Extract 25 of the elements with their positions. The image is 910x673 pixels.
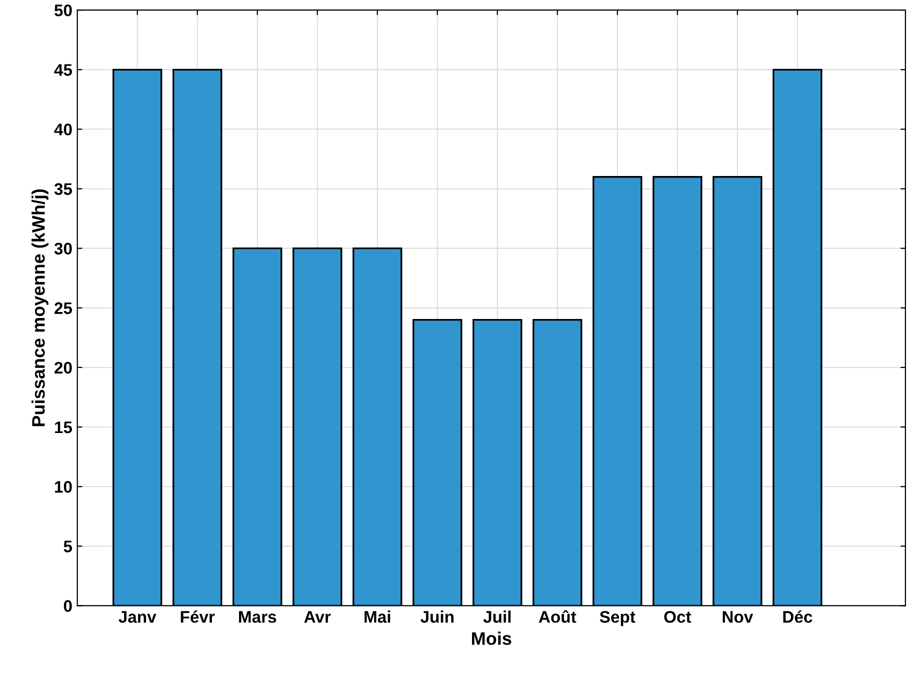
y-tick-label: 0 [64,600,72,612]
x-tick-label: Oct [664,611,692,623]
y-tick-label: 10 [55,480,72,493]
y-tick-label: 5 [64,540,72,552]
x-tick-label: Janv [118,611,156,623]
x-tick-label: Juin [420,610,454,623]
y-tick-label: 40 [54,124,72,136]
y-tick-label: 25 [54,302,72,314]
x-tick-label: Févr [180,610,215,623]
y-tick-label: 20 [54,362,72,374]
x-tick-label: Nov [722,611,754,623]
y-tick-label: 45 [54,64,72,76]
x-tick-label: Avr [304,611,331,623]
x-tick-label: Mars [239,611,276,623]
x-tick-label: Déc [783,610,812,623]
x-tick-label: Juil [483,610,511,623]
y-tick-label: 30 [54,242,72,255]
y-tick-label: 35 [54,183,72,196]
x-axis-title: Mois [472,632,512,645]
x-tick-label: Août [538,610,576,623]
x-tick-label: Mai [364,610,390,623]
y-axis-title: Puissance moyenne (kWh/j) [32,189,48,426]
y-tick-label: 15 [55,422,72,434]
y-tick-label: 50 [54,4,72,16]
x-tick-label: Sept [600,611,636,626]
